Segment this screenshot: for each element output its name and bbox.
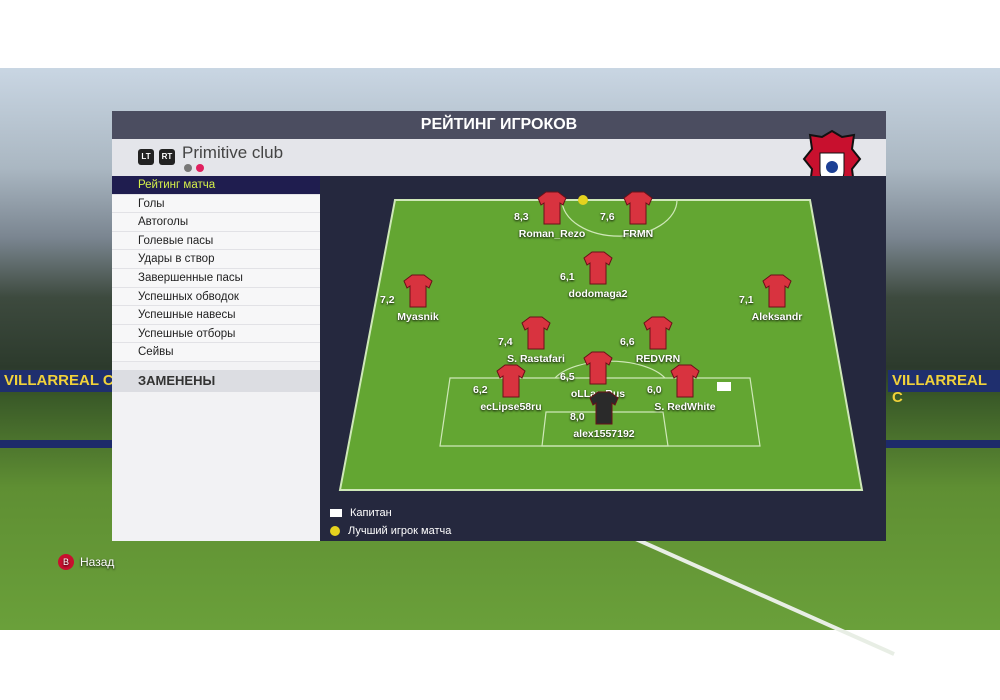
rt-button-icon[interactable]: RT — [159, 149, 175, 165]
player-9[interactable]: 6,0 S. RedWhite — [615, 364, 755, 413]
menu-item-crosses[interactable]: Успешные навесы — [112, 306, 320, 325]
player-name: Aleksandr — [751, 311, 803, 323]
shirt-icon — [521, 316, 551, 350]
player-4[interactable]: 7,1 Aleksandr — [707, 274, 847, 323]
player-name: FRMN — [622, 228, 654, 240]
back-label: Назад — [80, 555, 115, 569]
shirt-icon — [762, 274, 792, 308]
player-0[interactable]: 8,3 Roman_Rezo — [482, 191, 622, 240]
player-rating: 8,0 — [570, 411, 585, 423]
player-name: Roman_Rezo — [518, 228, 586, 240]
player-5[interactable]: 7,4 S. Rastafari — [466, 316, 606, 365]
player-name: Myasnik — [397, 311, 439, 323]
player-name: dodomaga2 — [568, 288, 628, 300]
lt-button-icon[interactable]: LT — [138, 149, 154, 165]
shirt-icon — [496, 364, 526, 398]
player-3[interactable]: 7,2 Myasnik — [348, 274, 488, 323]
player-rating: 6,2 — [473, 384, 488, 396]
legend-motm: Лучший игрок матча — [348, 525, 452, 537]
player-rating: 7,4 — [498, 336, 513, 348]
menu-item-dribbles[interactable]: Успешных обводок — [112, 287, 320, 307]
player-2[interactable]: 6,1 dodomaga2 — [528, 251, 668, 300]
player-name: S. Rastafari — [507, 353, 565, 365]
menu-item-tackles[interactable]: Успешные отборы — [112, 324, 320, 344]
menu-item-saves[interactable]: Сейвы — [112, 343, 320, 362]
shirt-icon — [589, 391, 619, 425]
player-rating: 8,3 — [514, 211, 529, 223]
player-rating: 7,1 — [739, 294, 754, 306]
page-title: РЕЙТИНГ ИГРОКОВ — [112, 111, 886, 139]
formation-view: 8,3 Roman_Rezo 7,6 FRMN 6,1 dodomaga2 7,… — [320, 176, 886, 541]
player-name: alex1557192 — [573, 428, 635, 440]
player-rating: 6,5 — [560, 371, 575, 383]
page-dot-active-icon — [196, 164, 204, 172]
player-6[interactable]: 6,6 REDVRN — [588, 316, 728, 365]
captain-icon — [330, 509, 342, 517]
page-dot-icon — [184, 164, 192, 172]
player-name: S. RedWhite — [654, 401, 716, 413]
menu-item-own-goals[interactable]: Автоголы — [112, 213, 320, 232]
menu-item-shots-on-target[interactable]: Удары в створ — [112, 250, 320, 269]
player-rating: 6,1 — [560, 271, 575, 283]
club-name: Primitive club — [182, 143, 284, 162]
shirt-icon — [583, 351, 613, 385]
stadium-board-left: VILLARREAL C — [0, 370, 118, 392]
b-button-icon: B — [58, 554, 74, 570]
club-header: LT RT Primitive club — [112, 129, 886, 209]
player-rating: 7,6 — [600, 211, 615, 223]
stats-menu: Рейтинг матча Голы Автоголы Голевые пасы… — [112, 176, 320, 541]
shirt-icon — [537, 191, 567, 225]
legend-captain: Капитан — [350, 507, 392, 519]
captain-icon — [717, 382, 731, 391]
player-10[interactable]: 8,0 alex1557192 — [534, 391, 674, 440]
back-button[interactable]: B Назад — [58, 554, 114, 570]
player-name: REDVRN — [635, 353, 681, 365]
legend: Капитан Лучший игрок матча — [330, 504, 451, 540]
player-rating: 6,6 — [620, 336, 635, 348]
player-8[interactable]: 6,2 ecLipse58ru — [441, 364, 581, 413]
substituted-header: ЗАМЕНЕНЫ — [112, 369, 320, 392]
shirt-icon — [623, 191, 653, 225]
motm-ball-icon — [330, 526, 340, 536]
player-ratings-panel: РЕЙТИНГ ИГРОКОВ LT RT Primitive club Рей… — [112, 111, 886, 541]
player-rating: 7,2 — [380, 294, 395, 306]
shirt-icon — [670, 364, 700, 398]
shirt-icon — [583, 251, 613, 285]
menu-item-completed-passes[interactable]: Завершенные пасы — [112, 268, 320, 288]
menu-item-match-rating[interactable]: Рейтинг матча — [112, 176, 320, 195]
motm-ball-icon — [578, 195, 588, 205]
shirt-icon — [403, 274, 433, 308]
player-rating: 6,0 — [647, 384, 662, 396]
menu-item-assists[interactable]: Голевые пасы — [112, 231, 320, 251]
player-1[interactable]: 7,6 FRMN — [568, 191, 708, 240]
pitch — [338, 199, 864, 491]
player-name: ecLipse58ru — [480, 401, 542, 413]
menu-item-goals[interactable]: Голы — [112, 194, 320, 214]
stadium-board-right: VILLARREAL C — [888, 370, 1000, 406]
shirt-icon — [643, 316, 673, 350]
